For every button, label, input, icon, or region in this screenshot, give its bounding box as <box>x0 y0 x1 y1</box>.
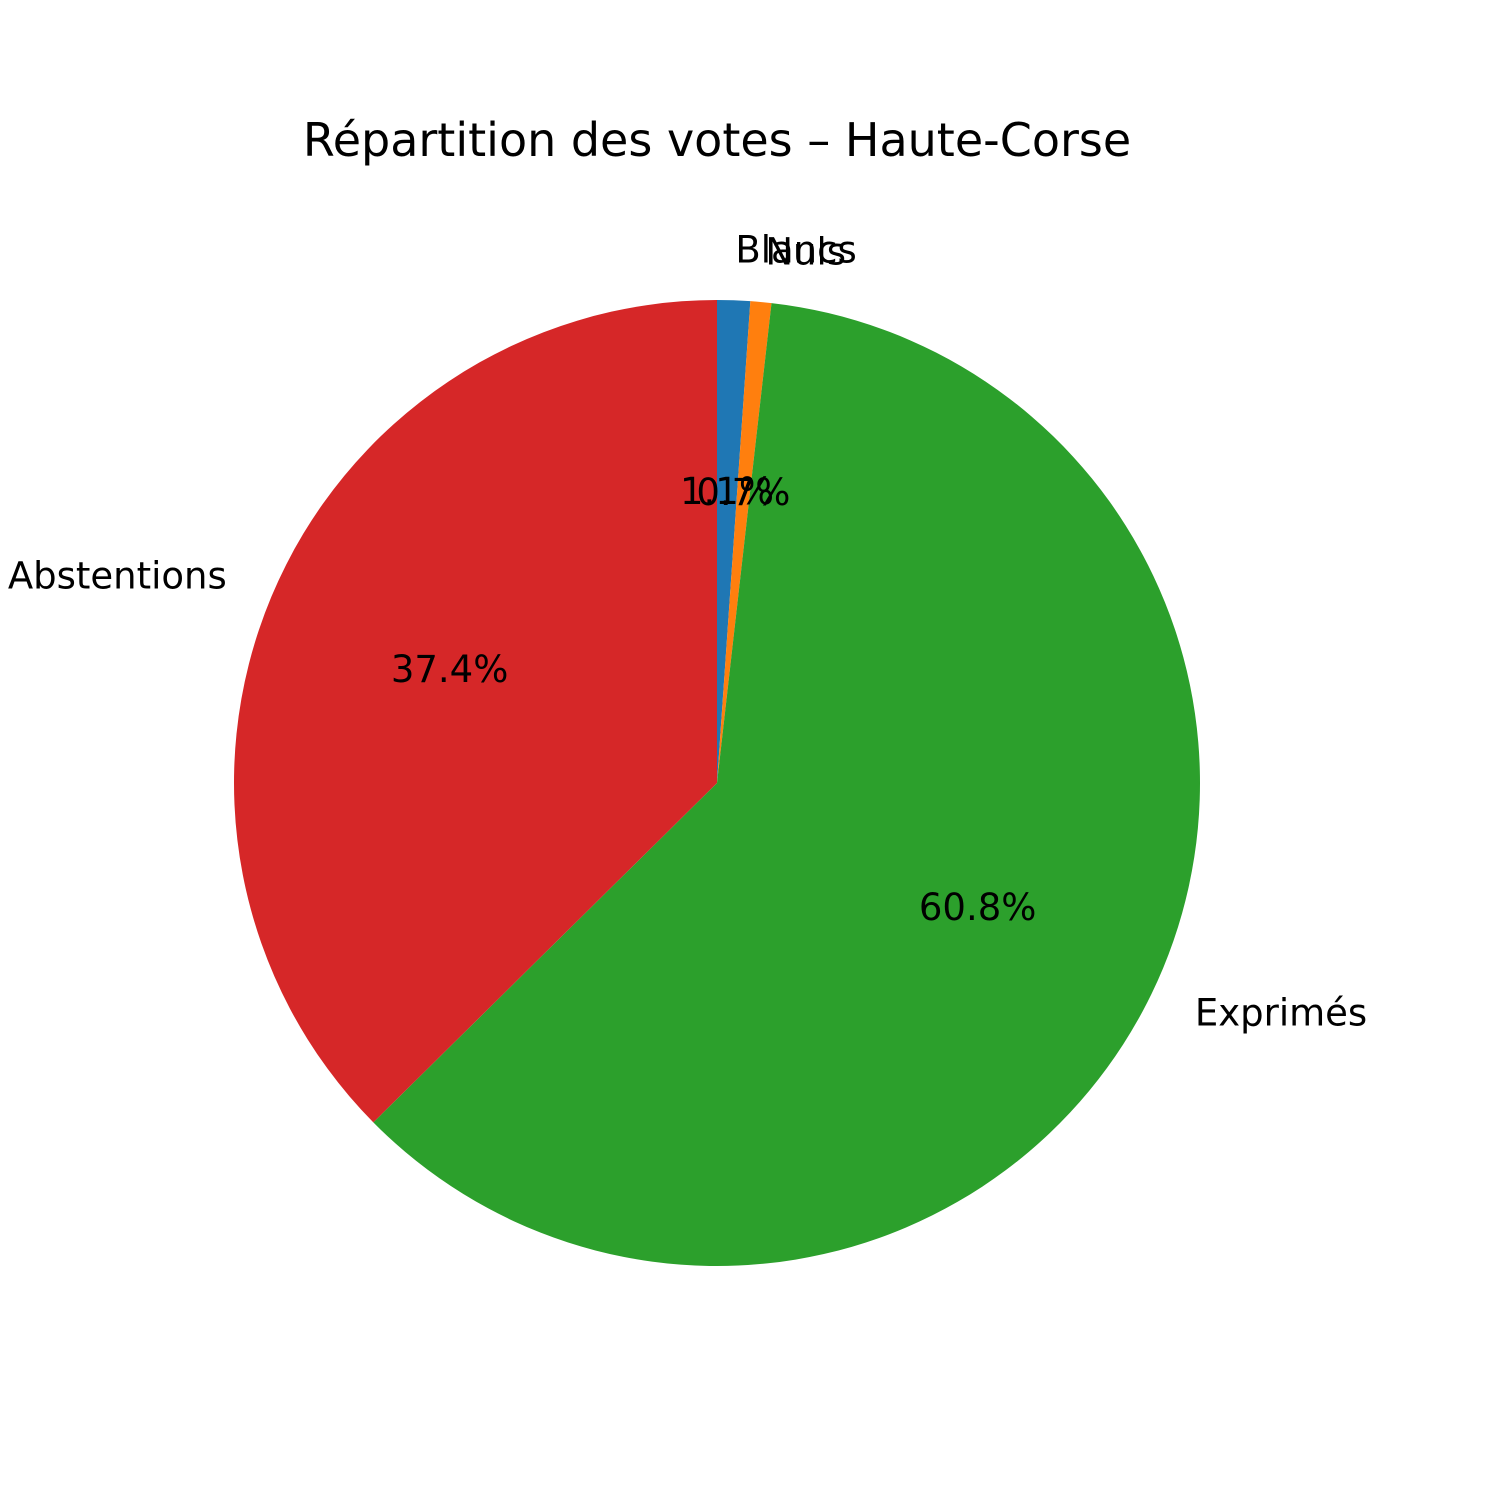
slice-percent-nuls: 0.7% <box>696 471 790 514</box>
slice-label-exprimes: Exprimés <box>1195 992 1367 1035</box>
slice-percent-blancs: 1.1% <box>680 470 774 513</box>
pie-slices <box>234 300 1201 1266</box>
slice-label-nuls: Nuls <box>765 230 846 273</box>
slice-label-abstentions: Abstentions <box>8 555 227 598</box>
pie-slice-nuls <box>717 301 772 783</box>
pie-slice-exprimes <box>373 303 1201 1266</box>
pie-slice-blancs <box>717 300 751 783</box>
chart-title: Répartition des votes – Haute-Corse <box>303 113 1131 167</box>
pie-slice-abstentions <box>234 300 717 1123</box>
slice-label-blancs: Blancs <box>735 229 856 272</box>
slice-percent-abstentions: 37.4% <box>391 648 509 691</box>
pie-labels: Blancs 1.1% Nuls 0.7% Exprimés 60.8% Abstentio… <box>8 229 1367 1035</box>
slice-percent-exprimes: 60.8% <box>919 886 1037 929</box>
